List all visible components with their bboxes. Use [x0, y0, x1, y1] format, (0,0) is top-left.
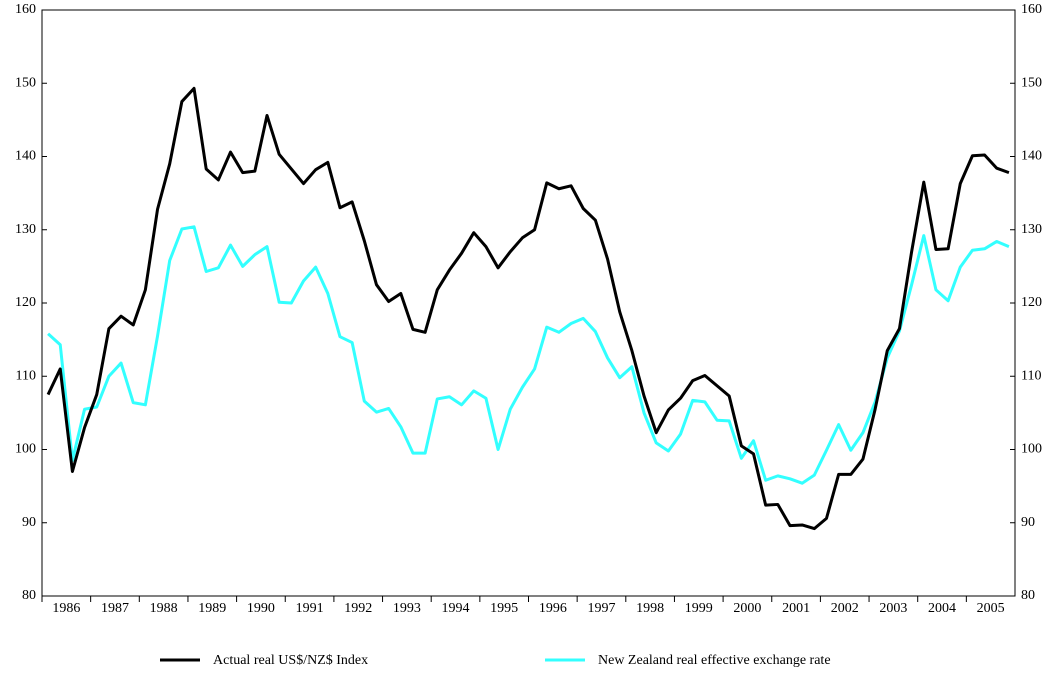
y2-tick-label: 80 — [1021, 588, 1035, 603]
legend-label: New Zealand real effective exchange rate — [598, 653, 831, 668]
y-tick-label: 110 — [16, 368, 36, 383]
y-tick-label: 150 — [15, 75, 36, 90]
y-tick-label: 90 — [22, 515, 36, 530]
plot-frame — [41, 9, 1016, 597]
x-tick-label: 2003 — [879, 601, 907, 616]
series-line — [47, 225, 1010, 485]
x-tick-label: 1997 — [587, 601, 615, 616]
y-tick-label: 130 — [15, 222, 36, 237]
x-tick-label: 1991 — [296, 601, 324, 616]
x-tick-label: 1989 — [198, 601, 226, 616]
x-tick-label: 2002 — [831, 601, 859, 616]
x-tick-label: 1998 — [636, 601, 664, 616]
x-tick-label: 2000 — [733, 601, 761, 616]
y-tick-label: 100 — [15, 442, 36, 457]
x-tick-label: 2001 — [782, 601, 810, 616]
x-tick-label: 1992 — [344, 601, 372, 616]
x-tick-label: 1995 — [490, 601, 518, 616]
y-tick-label: 160 — [15, 2, 36, 17]
y2-tick-label: 120 — [1021, 295, 1042, 310]
x-tick-label: 1993 — [393, 601, 421, 616]
x-tick-label: 1994 — [442, 601, 470, 616]
x-tick-label: 1996 — [539, 601, 567, 616]
x-tick-label: 1986 — [52, 601, 80, 616]
x-tick-label: 1988 — [150, 601, 178, 616]
x-tick-label: 2005 — [977, 601, 1005, 616]
y-tick-label: 80 — [22, 588, 36, 603]
series-line — [46, 86, 1010, 531]
y2-tick-label: 130 — [1021, 222, 1042, 237]
legend-label: Actual real US$/NZ$ Index — [213, 653, 368, 668]
x-tick-label: 1987 — [101, 601, 129, 616]
y2-tick-label: 90 — [1021, 515, 1035, 530]
x-tick-label: 1999 — [685, 601, 713, 616]
x-tick-label: 1990 — [247, 601, 275, 616]
y2-tick-label: 100 — [1021, 442, 1042, 457]
y2-tick-label: 140 — [1021, 149, 1042, 164]
y2-tick-label: 150 — [1021, 75, 1042, 90]
y2-tick-label: 110 — [1021, 368, 1041, 383]
y-tick-label: 140 — [15, 149, 36, 164]
x-tick-label: 2004 — [928, 601, 956, 616]
y2-tick-label: 160 — [1021, 2, 1042, 17]
y-tick-label: 120 — [15, 295, 36, 310]
